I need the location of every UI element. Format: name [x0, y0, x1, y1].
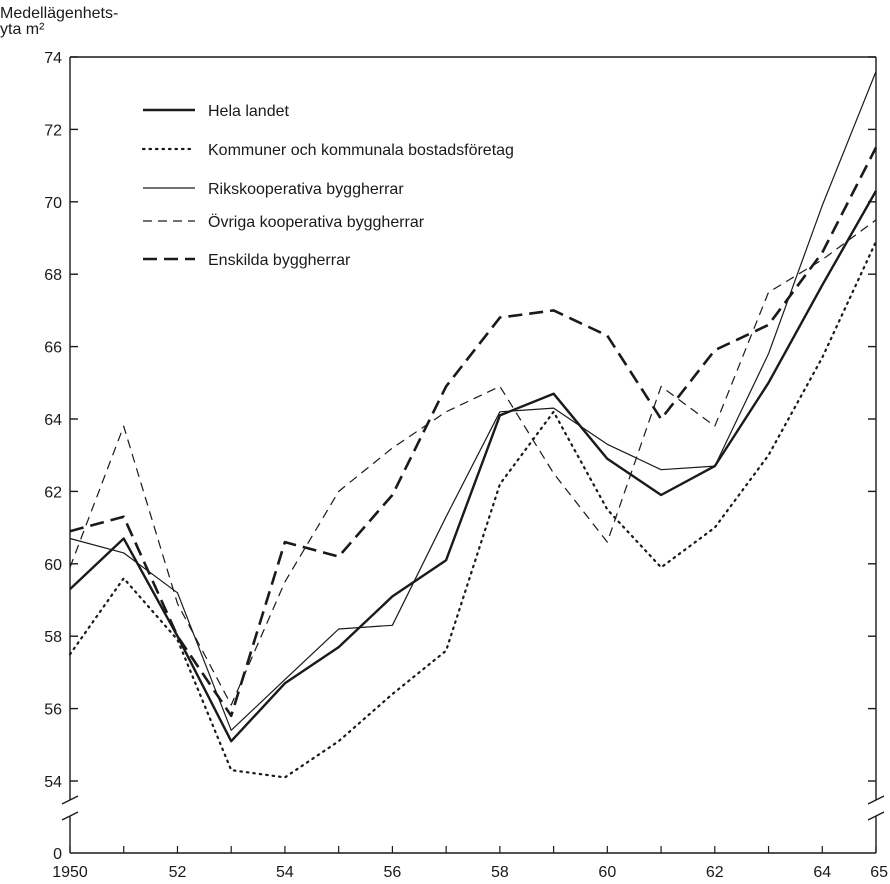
y-axis: 54 56 58 60 62 64 66 68 70 72 74 0	[44, 50, 876, 863]
legend-label-1: Hela landet	[208, 103, 290, 120]
x-axis: 1950 52 54 56 58 60 62 64 65	[52, 846, 888, 881]
y-tick-label: 60	[44, 557, 62, 574]
plot-frame	[61, 56, 885, 854]
x-tick-label: 64	[813, 864, 831, 881]
legend-label-4: Övriga kooperativa byggherrar	[208, 213, 425, 231]
y-tick-label: 72	[44, 122, 62, 139]
legend: Hela landet Kommuner och kommunala bostad…	[141, 103, 514, 269]
y-axis-title-line1: Medellägenhets-	[0, 5, 119, 22]
y-tick-label: 68	[44, 267, 62, 284]
y-tick-label: 62	[44, 484, 62, 501]
series-lines	[68, 71, 878, 779]
axis-break-mark-right-b	[867, 811, 885, 821]
series-line-4	[69, 219, 877, 706]
x-tick-label: 52	[169, 864, 187, 881]
series-line-1	[69, 190, 878, 743]
x-tick-label: 58	[491, 864, 509, 881]
y-tick-label: 54	[44, 774, 62, 791]
y-tick-label: 58	[44, 629, 62, 646]
y-tick-label: 64	[44, 412, 62, 429]
axis-break-mark-left-a	[61, 795, 79, 805]
x-tick-label: 56	[384, 864, 402, 881]
y-axis-title-line2: yta m²	[0, 21, 45, 38]
axis-break-mark-left-b	[61, 811, 79, 821]
x-tick-label: 54	[276, 864, 294, 881]
legend-label-2: Kommuner och kommunala bostadsföretag	[208, 142, 514, 159]
y-tick-label: 70	[44, 195, 62, 212]
series-line-3	[69, 71, 877, 731]
axis-break-mark-right-a	[867, 795, 885, 805]
y-tick-label-zero: 0	[53, 846, 62, 863]
x-tick-label: 60	[598, 864, 616, 881]
series-line-5	[69, 146, 878, 718]
y-tick-label: 56	[44, 702, 62, 719]
legend-label-3: Rikskooperativa byggherrar	[208, 181, 404, 198]
x-tick-label: 1950	[52, 864, 88, 881]
x-tick-label: 65	[870, 864, 888, 881]
y-tick-label: 74	[44, 50, 62, 67]
series-line-2	[68, 240, 878, 779]
y-axis-title: Medellägenhets- yta m²	[0, 6, 118, 38]
x-tick-label: 62	[706, 864, 724, 881]
y-tick-label: 66	[44, 340, 62, 357]
legend-label-5: Enskilda byggherrar	[208, 252, 351, 269]
